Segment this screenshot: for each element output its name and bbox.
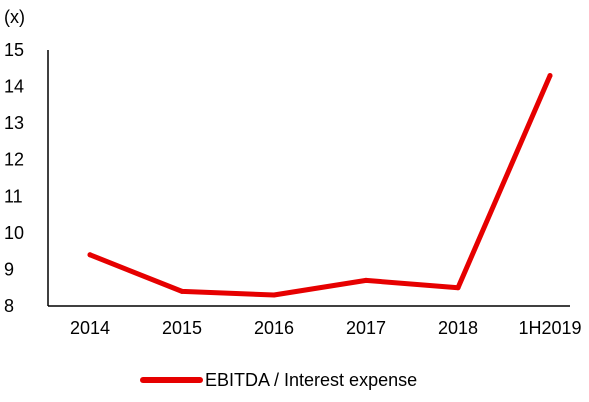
x-tick-label: 2015 [162, 318, 202, 338]
legend: EBITDA / Interest expense [140, 370, 417, 390]
series-point [87, 252, 93, 258]
x-tick-label: 2016 [254, 318, 294, 338]
y-axis-ticks: 8 9 10 11 12 13 14 15 [4, 40, 24, 316]
series-layer [87, 73, 553, 298]
series-point [455, 285, 461, 291]
y-tick-label: 15 [4, 40, 24, 60]
x-axis-ticks: 2014 2015 2016 2017 2018 1H2019 [70, 318, 582, 338]
x-tick-label: 2018 [438, 318, 478, 338]
y-axis-unit-label: (x) [4, 7, 25, 27]
series-point [271, 292, 277, 298]
legend-label: EBITDA / Interest expense [205, 370, 417, 390]
y-tick-label: 11 [4, 186, 23, 206]
series-point [179, 288, 185, 294]
y-tick-label: 8 [4, 296, 14, 316]
x-tick-label: 2014 [70, 318, 110, 338]
series-point [547, 73, 553, 79]
series-point [363, 277, 369, 283]
series-line [87, 73, 553, 298]
y-tick-label: 14 [4, 77, 24, 97]
x-tick-label: 2017 [346, 318, 386, 338]
y-tick-label: 9 [4, 259, 14, 279]
x-tick-label: 1H2019 [518, 318, 581, 338]
y-tick-label: 12 [4, 150, 24, 170]
y-tick-label: 13 [4, 113, 24, 133]
y-tick-label: 10 [4, 223, 24, 243]
